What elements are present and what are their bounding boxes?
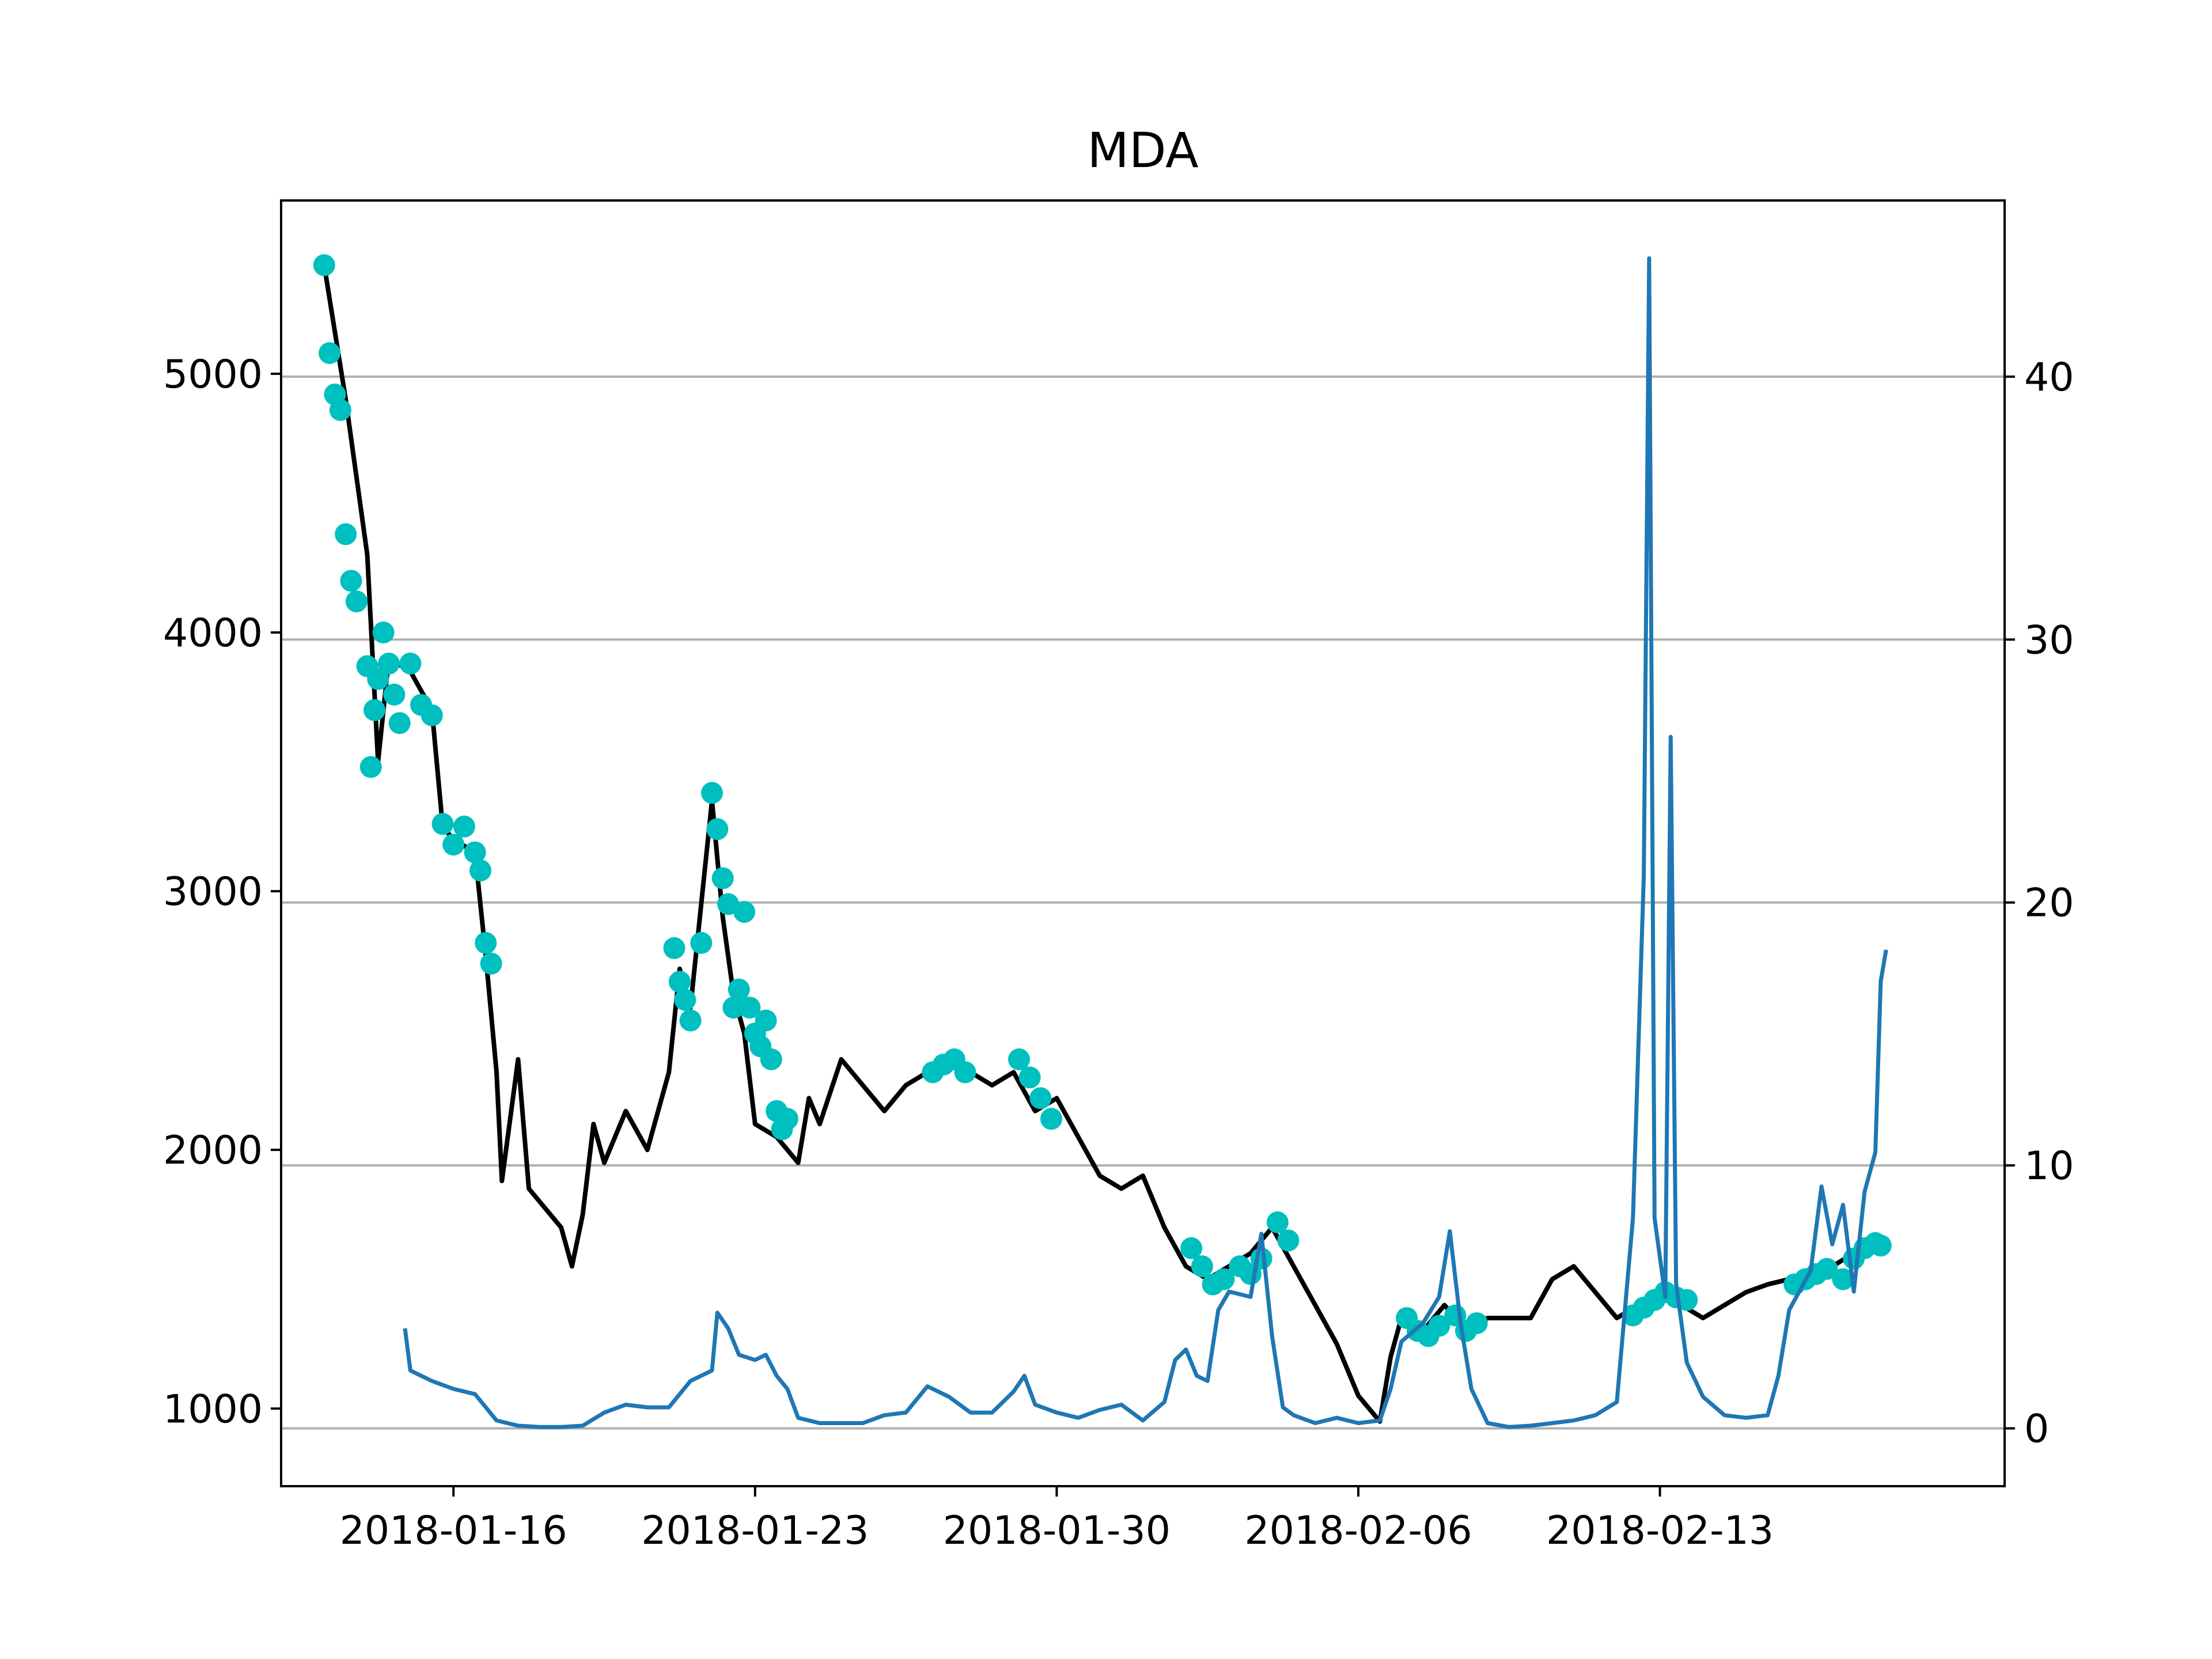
left-tick-label-2: 3000 [163, 869, 263, 915]
right-tick-label-3: 30 [2024, 618, 2074, 663]
highlight-point-60 [1266, 1211, 1289, 1233]
highlight-point-23 [475, 931, 497, 954]
highlight-point-15 [399, 652, 422, 675]
highlight-point-56 [1213, 1268, 1235, 1290]
highlight-point-54 [1191, 1255, 1213, 1278]
highlight-point-35 [728, 978, 750, 1001]
highlight-point-24 [480, 952, 502, 975]
highlight-point-13 [383, 683, 406, 706]
highlight-point-25 [663, 937, 685, 959]
highlight-point-8 [359, 756, 382, 778]
highlight-point-18 [431, 813, 454, 835]
highlight-point-31 [706, 818, 729, 840]
right-tick-label-1: 10 [2024, 1143, 2074, 1189]
highlight-point-52 [1040, 1108, 1062, 1130]
x-tick-label-1: 2018-01-23 [641, 1508, 869, 1554]
x-tick-label-2: 2018-01-30 [943, 1508, 1171, 1554]
plot-frame [280, 199, 2006, 1487]
highlight-point-78 [1816, 1257, 1838, 1280]
highlight-point-5 [340, 570, 362, 592]
highlight-point-41 [760, 1048, 782, 1070]
highlight-point-9 [363, 699, 386, 721]
series-layer [313, 254, 1892, 1429]
highlight-point-12 [378, 652, 400, 675]
highlight-point-27 [674, 988, 696, 1011]
highlight-point-34 [722, 997, 745, 1019]
highlight-point-48 [954, 1061, 976, 1084]
x-tick-label-0: 2018-01-16 [340, 1508, 567, 1554]
highlight-point-19 [442, 834, 465, 856]
left-tick-label-4: 5000 [163, 352, 263, 397]
highlight-point-40 [755, 1009, 777, 1032]
indicator-line [403, 256, 1888, 1429]
highlight-point-4 [335, 523, 357, 546]
left-tick-label-1: 2000 [163, 1128, 263, 1173]
highlight-point-53 [1180, 1237, 1203, 1259]
highlight-point-6 [345, 590, 368, 613]
highlight-point-10 [367, 668, 389, 690]
highlight-point-83 [1869, 1234, 1892, 1257]
highlight-point-30 [701, 782, 723, 804]
x-tick-label-4: 2018-02-13 [1546, 1508, 1774, 1554]
highlight-point-14 [388, 712, 411, 734]
left-tick-label-0: 1000 [163, 1387, 263, 1432]
highlight-point-26 [668, 971, 691, 993]
chart-title: MDA [1087, 122, 1198, 179]
highlight-point-44 [776, 1108, 798, 1130]
highlight-point-32 [711, 867, 734, 889]
highlight-point-51 [1029, 1087, 1052, 1109]
highlight-point-3 [329, 399, 351, 421]
highlight-point-61 [1277, 1229, 1300, 1252]
highlight-point-68 [1465, 1312, 1488, 1335]
left-tick-label-3: 4000 [163, 611, 263, 656]
grid-layer [281, 375, 2005, 1430]
right-tick-label-4: 40 [2024, 355, 2074, 400]
highlight-point-22 [469, 859, 491, 882]
highlight-point-20 [453, 815, 475, 838]
axis-layer: 1000 2000 3000 4000 5000 0 10 20 30 40 2018-01-16 2… [163, 352, 2074, 1554]
highlight-point-29 [690, 931, 713, 954]
highlight-point-17 [421, 704, 443, 726]
highlight-point-37 [738, 997, 761, 1019]
highlight-point-21 [464, 841, 486, 863]
highlight-point-74 [1676, 1289, 1698, 1311]
highlight-point-79 [1832, 1268, 1854, 1290]
right-tick-label-2: 20 [2024, 881, 2074, 926]
right-tick-label-0: 0 [2024, 1407, 2049, 1452]
highlight-point-0 [313, 254, 335, 276]
highlight-point-49 [1008, 1048, 1030, 1070]
highlight-point-11 [372, 622, 395, 643]
highlight-point-28 [679, 1009, 702, 1032]
price-line [321, 264, 1876, 1424]
highlight-point-50 [1018, 1066, 1041, 1089]
x-tick-label-3: 2018-02-06 [1244, 1508, 1472, 1554]
highlight-point-65 [1428, 1315, 1450, 1337]
highlight-point-1 [319, 342, 341, 364]
highlight-point-36 [733, 901, 756, 923]
